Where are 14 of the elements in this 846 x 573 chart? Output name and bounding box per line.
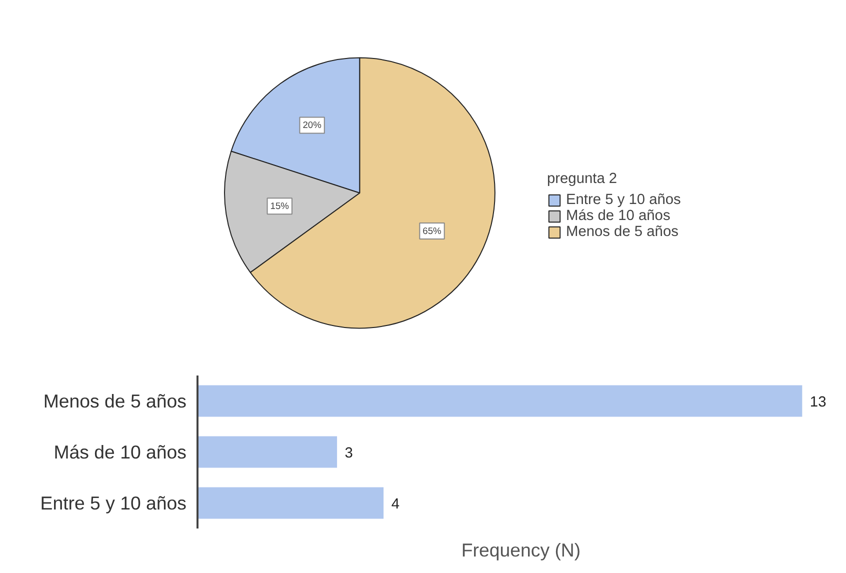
legend-label: Menos de 5 años xyxy=(566,224,678,240)
y-tick-label: Más de 10 años xyxy=(54,442,187,462)
legend-title: pregunta 2 xyxy=(547,171,618,187)
y-tick-label: Menos de 5 años xyxy=(43,390,187,412)
data-label: 4 xyxy=(391,496,400,512)
legend-label: Entre 5 y 10 años xyxy=(566,192,681,208)
legend-label: Más de 10 años xyxy=(566,208,670,224)
x-axis-title: Frequency (N) xyxy=(461,540,581,560)
data-label: 65% xyxy=(422,226,442,236)
data-label: 20% xyxy=(302,120,322,130)
data-label: 13 xyxy=(810,394,826,410)
y-tick-label: Entre 5 y 10 años xyxy=(40,492,187,514)
data-label: 15% xyxy=(270,201,289,212)
data-label: 3 xyxy=(344,446,353,462)
